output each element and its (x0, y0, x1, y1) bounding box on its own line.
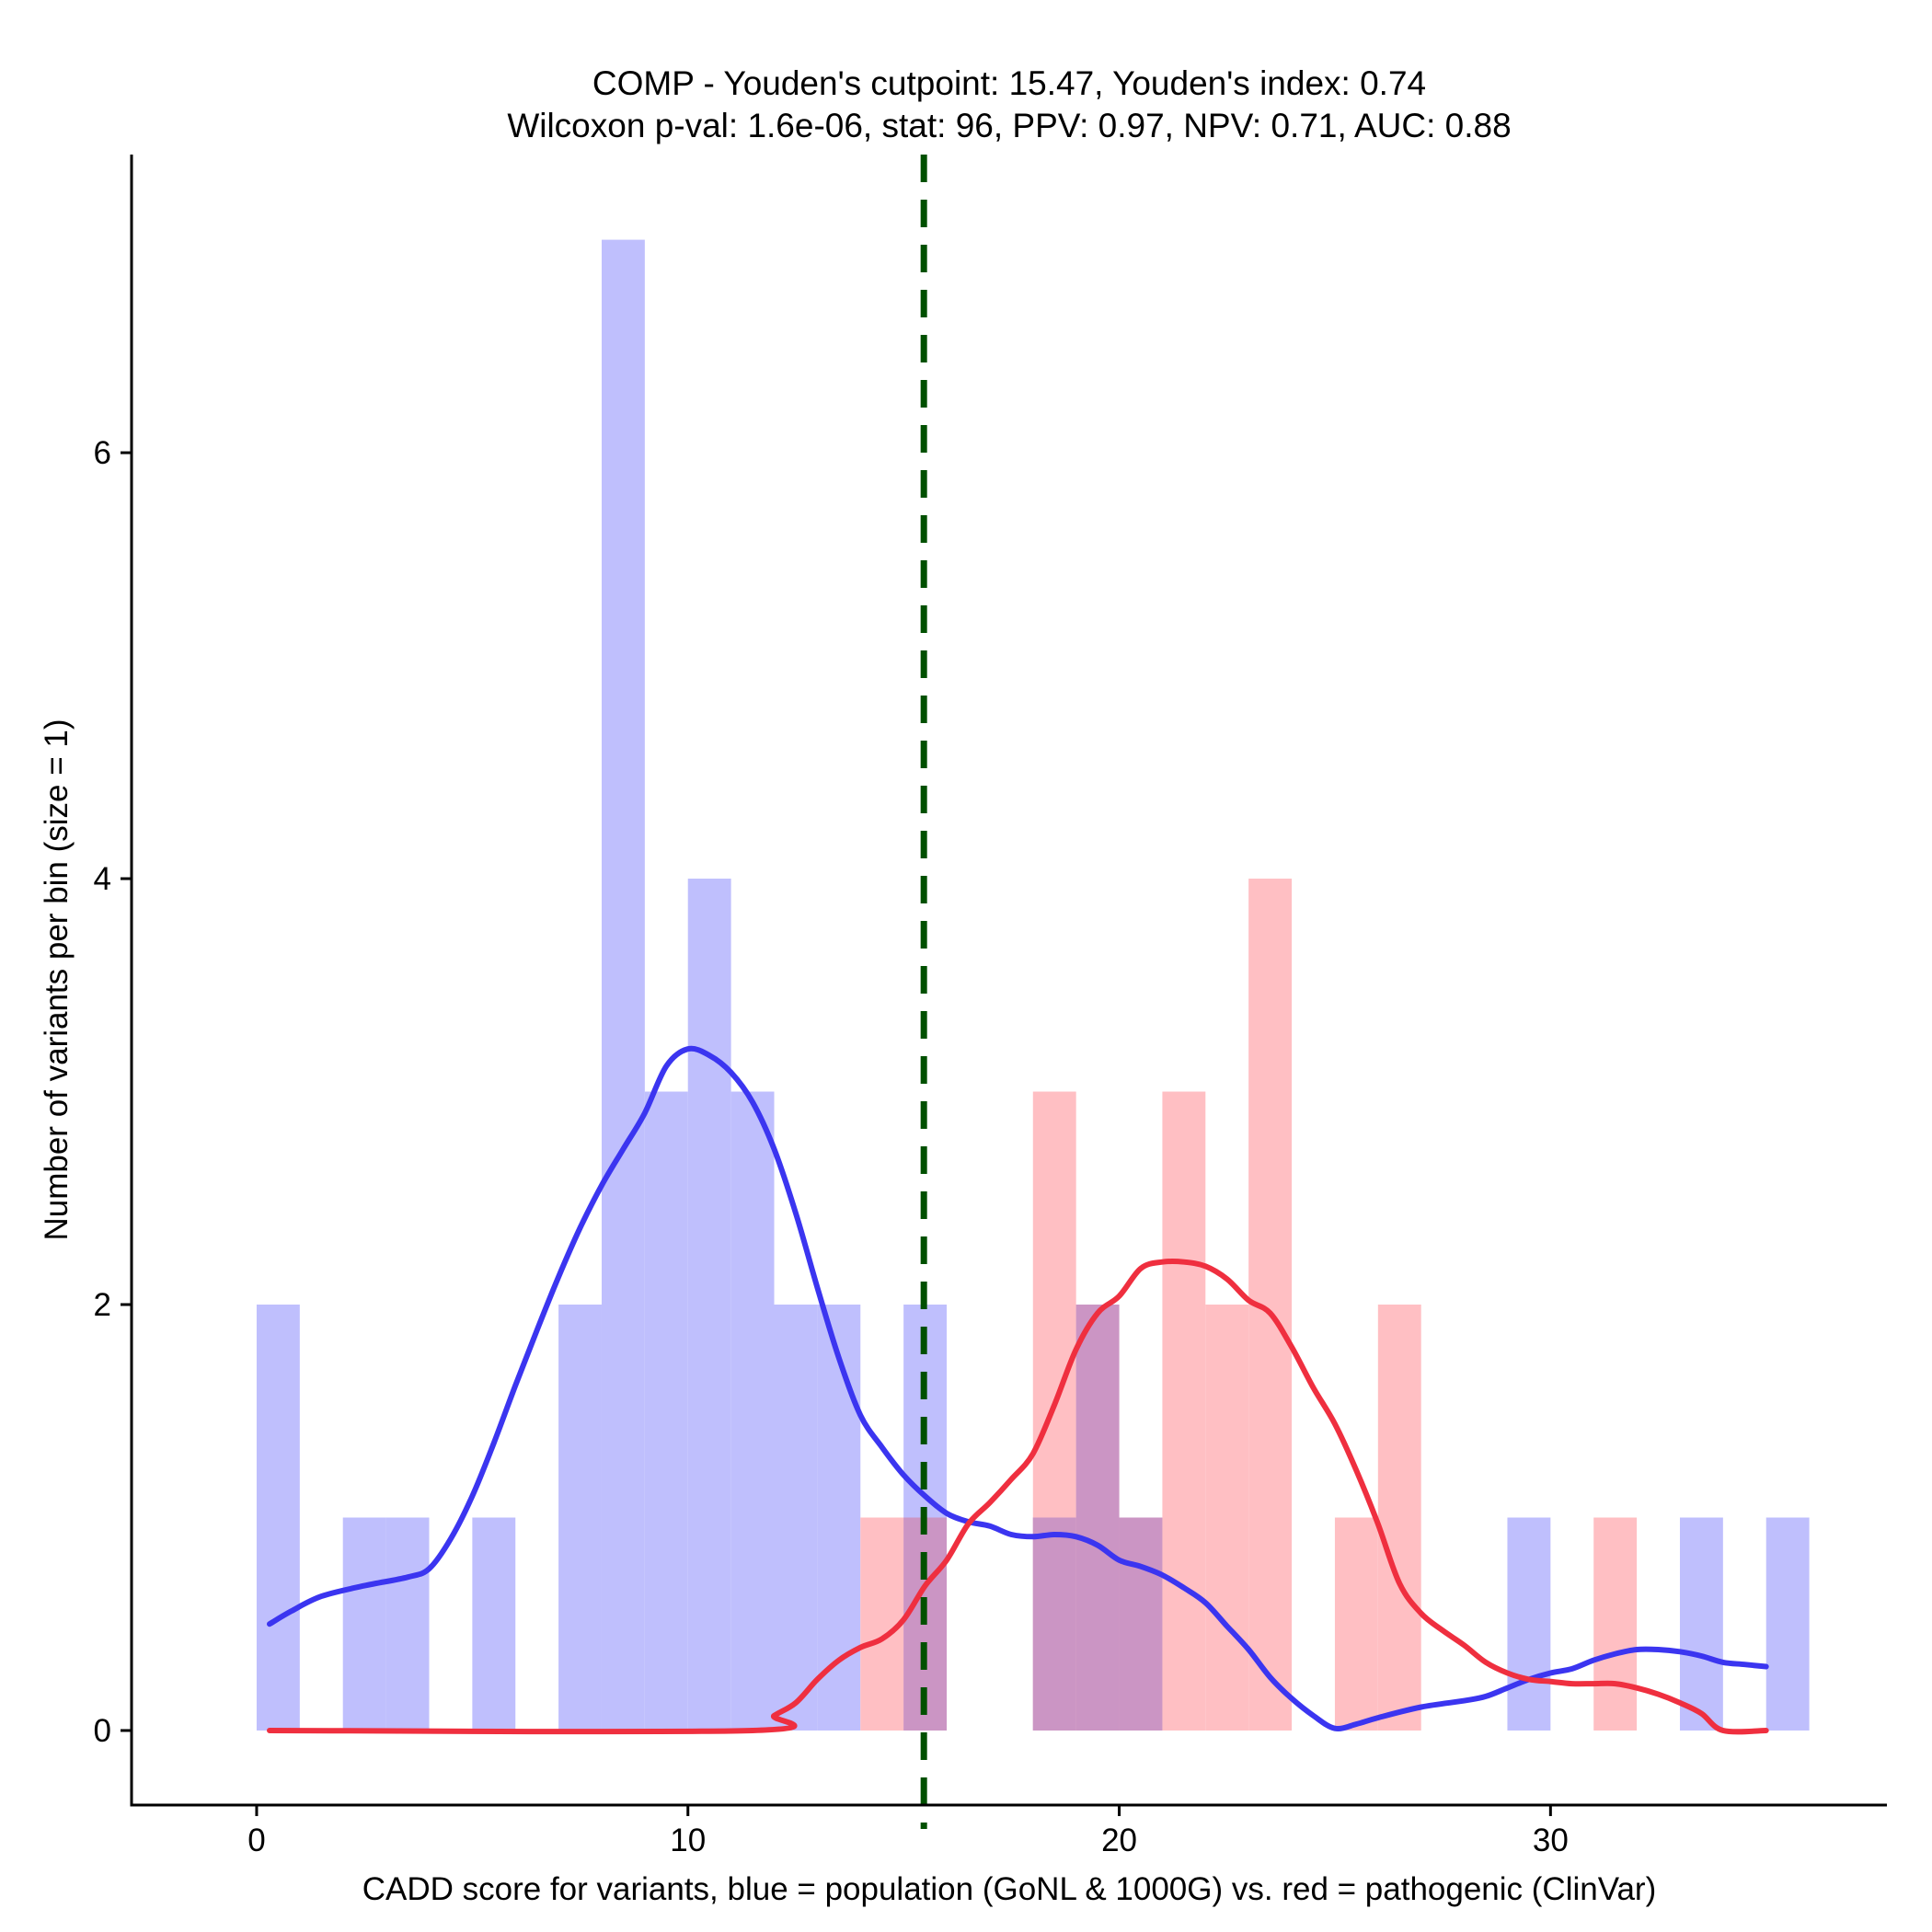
x-ticks: 0 10 20 30 (247, 1805, 1569, 1858)
population-bar (342, 1517, 386, 1731)
population-bar (730, 1091, 775, 1731)
population-bar (256, 1305, 300, 1731)
pathogenic-density-line (267, 1258, 1769, 1735)
pathogenic-bar (1593, 1517, 1638, 1731)
population-bar (558, 1305, 602, 1731)
population-bar (687, 879, 731, 1731)
pathogenic-bar (1162, 1091, 1206, 1731)
chart-subtitle: Wilcoxon p-val: 1.6e-06, stat: 96, PPV: … (507, 107, 1511, 144)
x-tick-label: 20 (1101, 1823, 1137, 1858)
population-bar (774, 1305, 818, 1731)
y-tick-label: 6 (94, 435, 111, 471)
pathogenic-bar (1377, 1305, 1421, 1731)
population-bar (1507, 1517, 1551, 1731)
y-tick-label: 4 (94, 861, 111, 897)
pathogenic-bar (1334, 1517, 1378, 1731)
y-axis-label: Number of variants per bin (size = 1) (39, 719, 75, 1240)
population-bars (256, 239, 1810, 1731)
x-tick-label: 10 (670, 1823, 706, 1858)
overlap-bar (1075, 1305, 1120, 1731)
x-axis-label: CADD score for variants, blue = populati… (362, 1871, 1657, 1907)
y-tick-label: 2 (94, 1287, 111, 1323)
population-bar (385, 1517, 430, 1731)
x-tick-label: 30 (1533, 1823, 1569, 1858)
population-bar (817, 1305, 861, 1731)
y-tick-label: 0 (94, 1713, 111, 1749)
population-bar (1679, 1517, 1723, 1731)
overlap-bar (1119, 1517, 1163, 1731)
x-tick-label: 0 (247, 1823, 265, 1858)
chart-title: COMP - Youden's cutpoint: 15.47, Youden'… (592, 64, 1426, 102)
overlap-bar (1032, 1517, 1076, 1731)
population-bar (472, 1517, 516, 1731)
population-bar (644, 1091, 688, 1731)
population-bar (1765, 1517, 1810, 1731)
pathogenic-bar (1205, 1305, 1249, 1731)
y-ticks: 0 2 4 6 (94, 435, 132, 1749)
population-bar (601, 239, 645, 1731)
